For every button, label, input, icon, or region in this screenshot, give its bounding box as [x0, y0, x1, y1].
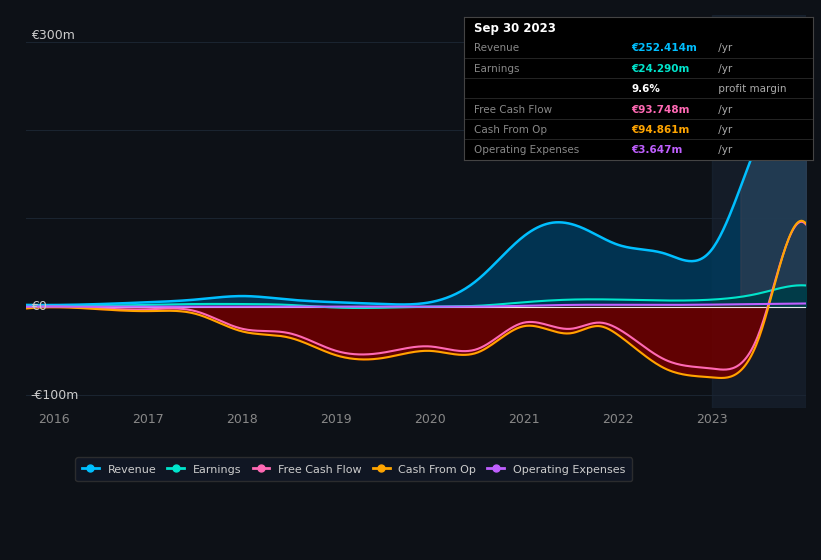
Text: Revenue: Revenue [475, 44, 520, 53]
Cash From Op [485, 342, 495, 349]
Line: Operating Expenses: Operating Expenses [26, 304, 806, 307]
Free Cash Flow [718, 366, 728, 373]
Cash From Op [21, 305, 31, 312]
Text: €93.748m: €93.748m [631, 105, 690, 115]
Line: Cash From Op: Cash From Op [26, 221, 806, 378]
Bar [712, 15, 806, 408]
Line: Revenue: Revenue [26, 83, 806, 305]
Legend: Revenue, Earnings, Free Cash Flow, Cash From Op, Operating Expenses: Revenue, Earnings, Free Cash Flow, Cash … [76, 458, 632, 482]
Text: Operating Expenses: Operating Expenses [475, 146, 580, 156]
Cash From Op [392, 352, 401, 359]
Free Cash Flow [443, 346, 453, 353]
Text: €0: €0 [31, 300, 47, 313]
Operating Expenses [485, 303, 495, 310]
Operating Expenses [660, 301, 670, 308]
Text: €300m: €300m [31, 29, 75, 41]
Free Cash Flow [784, 235, 794, 242]
Text: €3.647m: €3.647m [631, 146, 683, 156]
Text: Earnings: Earnings [475, 64, 520, 74]
Cash From Op [397, 351, 406, 358]
Revenue [398, 301, 408, 308]
Free Cash Flow [397, 346, 406, 353]
Earnings [355, 305, 365, 311]
Earnings [21, 304, 31, 310]
Text: €94.861m: €94.861m [631, 125, 690, 135]
Operating Expenses [397, 304, 406, 310]
Revenue [801, 81, 811, 87]
Earnings [784, 283, 794, 290]
Free Cash Flow [392, 347, 401, 353]
Revenue [445, 293, 455, 300]
Revenue [21, 301, 31, 308]
Free Cash Flow [21, 304, 31, 311]
Text: /yr: /yr [715, 44, 732, 53]
Cash From Op [796, 217, 806, 224]
Cash From Op [660, 365, 670, 372]
Text: Sep 30 2023: Sep 30 2023 [475, 21, 556, 35]
Revenue [40, 302, 50, 309]
Operating Expenses [801, 300, 811, 307]
Revenue [662, 251, 672, 258]
Cash From Op [801, 220, 811, 227]
Text: Free Cash Flow: Free Cash Flow [475, 105, 553, 115]
Revenue [487, 263, 497, 270]
Text: €252.414m: €252.414m [631, 44, 697, 53]
Free Cash Flow [485, 339, 495, 346]
Text: 9.6%: 9.6% [631, 84, 660, 94]
Cash From Op [717, 375, 727, 381]
Text: /yr: /yr [715, 146, 732, 156]
Operating Expenses [443, 304, 453, 310]
Line: Earnings: Earnings [26, 285, 806, 308]
Earnings [393, 304, 403, 311]
Operating Expenses [21, 304, 31, 310]
Free Cash Flow [660, 357, 670, 363]
Text: /yr: /yr [715, 105, 732, 115]
Operating Expenses [782, 300, 792, 307]
Earnings [487, 301, 497, 308]
Free Cash Flow [796, 218, 806, 225]
Text: €24.290m: €24.290m [631, 64, 690, 74]
Earnings [801, 282, 811, 289]
Line: Free Cash Flow: Free Cash Flow [26, 222, 806, 370]
Earnings [398, 304, 408, 311]
Text: -€100m: -€100m [31, 389, 79, 402]
Cash From Op [784, 235, 794, 241]
Operating Expenses [392, 304, 401, 310]
Earnings [662, 297, 672, 304]
Revenue [796, 80, 806, 86]
Text: /yr: /yr [715, 125, 732, 135]
Cash From Op [443, 350, 453, 357]
Revenue [784, 85, 794, 92]
Earnings [796, 282, 806, 288]
Text: profit margin: profit margin [715, 84, 787, 94]
Free Cash Flow [801, 221, 811, 228]
Earnings [445, 303, 455, 310]
Revenue [393, 301, 403, 308]
Text: Cash From Op: Cash From Op [475, 125, 548, 135]
Text: /yr: /yr [715, 64, 732, 74]
